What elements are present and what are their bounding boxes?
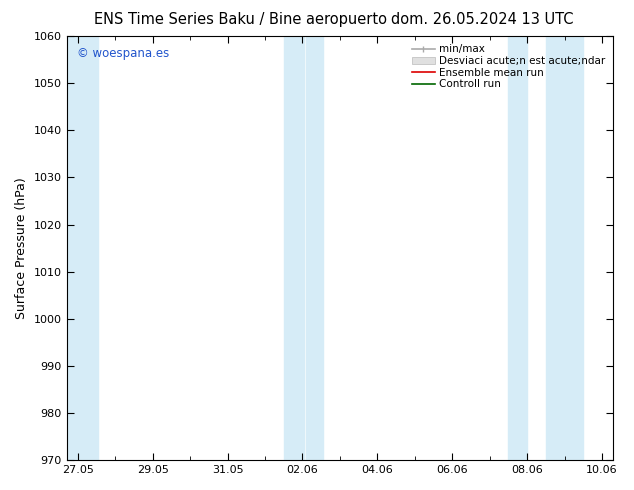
Text: dom. 26.05.2024 13 UTC: dom. 26.05.2024 13 UTC bbox=[391, 12, 573, 27]
Text: © woespana.es: © woespana.es bbox=[77, 47, 170, 60]
Bar bbox=[546, 36, 583, 460]
Legend: min/max, Desviaci acute;n est acute;ndar, Ensemble mean run, Controll run: min/max, Desviaci acute;n est acute;ndar… bbox=[408, 41, 608, 92]
Bar bbox=[508, 36, 527, 460]
Text: ENS Time Series Baku / Bine aeropuerto: ENS Time Series Baku / Bine aeropuerto bbox=[94, 12, 387, 27]
Y-axis label: Surface Pressure (hPa): Surface Pressure (hPa) bbox=[15, 177, 28, 319]
Bar bbox=[67, 36, 98, 460]
Bar bbox=[284, 36, 304, 460]
Bar bbox=[306, 36, 323, 460]
